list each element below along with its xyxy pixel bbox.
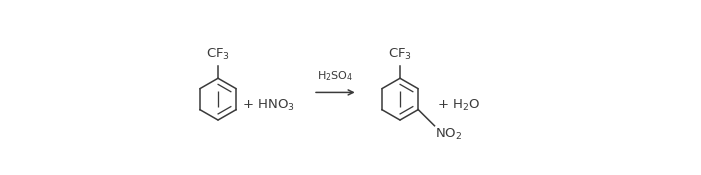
Text: CF$_3$: CF$_3$ [206, 47, 230, 62]
Text: NO$_2$: NO$_2$ [435, 127, 462, 142]
Text: + H$_2$O: + H$_2$O [437, 98, 481, 113]
Text: CF$_3$: CF$_3$ [388, 47, 412, 62]
Text: H$_2$SO$_4$: H$_2$SO$_4$ [318, 69, 353, 83]
Text: + HNO$_3$: + HNO$_3$ [242, 98, 294, 113]
